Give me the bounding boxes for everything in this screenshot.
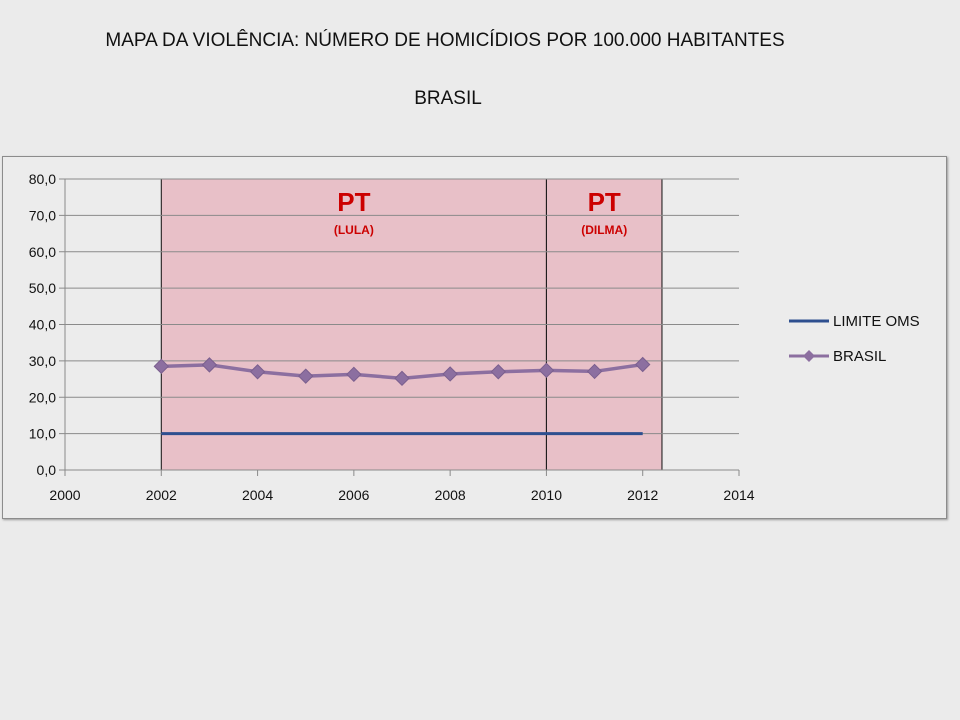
data-point — [346, 366, 362, 383]
data-point — [394, 370, 410, 387]
y-tick-label: 40,0 — [29, 317, 56, 333]
data-point — [586, 363, 603, 380]
y-tick-label: 20,0 — [29, 389, 56, 405]
x-tick-label: 2012 — [627, 487, 658, 503]
region-sublabel: (DILMA) — [581, 223, 627, 237]
chart-legend: LIMITE OMS BRASIL — [789, 313, 920, 365]
y-tick-label: 50,0 — [29, 280, 56, 296]
data-point — [201, 357, 218, 373]
legend-label: LIMITE OMS — [833, 313, 920, 330]
x-tick-label: 2014 — [723, 487, 754, 503]
page-subtitle: BRASIL — [414, 88, 482, 109]
legend-label: BRASIL — [833, 348, 886, 365]
data-point — [635, 356, 651, 373]
x-tick-label: 2002 — [146, 487, 177, 503]
data-point — [298, 368, 314, 384]
data-point — [249, 364, 266, 380]
data-point — [538, 362, 555, 379]
chart-frame: 0,0 10,0 20,0 30,0 40,0 50,0 60,0 70,0 80,0 2000… — [2, 156, 947, 519]
data-point — [442, 366, 458, 382]
legend-marker — [803, 350, 815, 362]
series-lines — [153, 356, 651, 436]
region-annotations: PT (LULA) PT (DILMA) — [334, 187, 627, 237]
y-tick-label: 10,0 — [29, 426, 56, 442]
x-tick-label: 2008 — [435, 487, 466, 503]
y-tick-labels: 0,0 10,0 20,0 30,0 40,0 50,0 60,0 70,0 80,0 — [29, 171, 56, 478]
y-tick-label: 0,0 — [37, 462, 57, 478]
y-tick-label: 60,0 — [29, 244, 56, 260]
y-tick-label: 30,0 — [29, 353, 56, 369]
page-title: MAPA DA VIOLÊNCIA: NÚMERO DE HOMICÍDIOS … — [105, 30, 785, 51]
line-chart: 0,0 10,0 20,0 30,0 40,0 50,0 60,0 70,0 80,0 2000… — [29, 171, 920, 503]
region-sublabel: (LULA) — [334, 223, 374, 237]
y-tick-label: 80,0 — [29, 171, 56, 187]
x-tick-label: 2006 — [338, 487, 369, 503]
region-label: PT — [337, 187, 370, 217]
data-point — [153, 358, 169, 375]
x-tick-labels: 2000 2002 2004 2006 2008 2010 2012 2014 — [49, 487, 754, 503]
x-tick-label: 2010 — [531, 487, 562, 503]
axes — [64, 179, 740, 476]
data-point — [490, 364, 506, 380]
x-tick-label: 2004 — [242, 487, 273, 503]
x-tick-label: 2000 — [49, 487, 80, 503]
y-tick-label: 70,0 — [29, 207, 56, 223]
region-label: PT — [588, 187, 621, 217]
